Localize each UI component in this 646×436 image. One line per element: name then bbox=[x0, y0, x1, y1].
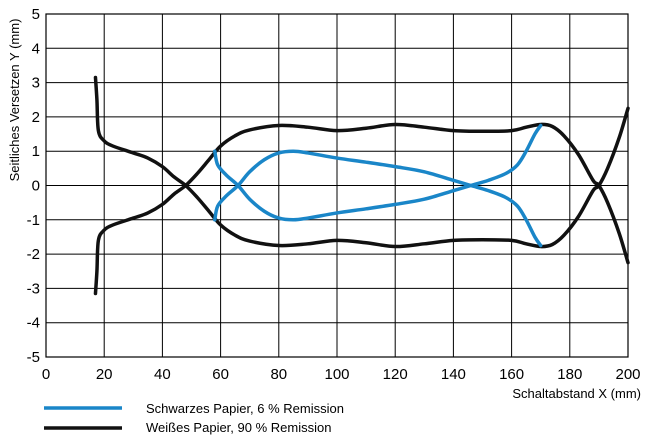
x-tick-label: 20 bbox=[96, 366, 113, 383]
x-tick-labels: 0 20 40 60 80 100 120 140 160 180 200 bbox=[42, 366, 641, 383]
grid bbox=[45, 13, 629, 358]
y-tick-label: 0 bbox=[32, 178, 40, 195]
series-line-weisses-papier-upper bbox=[93, 75, 630, 249]
x-tick-label: 140 bbox=[441, 366, 466, 383]
x-tick-label: 40 bbox=[154, 366, 171, 383]
series-line-schwarzes-papier-lower bbox=[213, 149, 543, 248]
x-tick-label: 60 bbox=[212, 366, 229, 383]
plot-frame bbox=[45, 13, 629, 358]
y-tick-label: 3 bbox=[32, 75, 40, 92]
x-tick-label: 180 bbox=[557, 366, 582, 383]
y-tick-label: -3 bbox=[27, 280, 40, 297]
x-tick-label: 0 bbox=[42, 366, 50, 383]
y-tick-label: 4 bbox=[32, 40, 40, 57]
y-tick-label: -2 bbox=[27, 246, 40, 263]
y-tick-label: -4 bbox=[27, 315, 40, 332]
y-tick-label: 2 bbox=[32, 109, 40, 126]
x-tick-label: 120 bbox=[383, 366, 408, 383]
series-layer bbox=[93, 75, 630, 296]
y-tick-labels: 5 4 3 2 1 0 -1 -2 -3 -4 -5 bbox=[27, 6, 40, 366]
legend: Schwarzes Papier, 6 % Remission Weißes P… bbox=[44, 401, 344, 435]
y-tick-label: -5 bbox=[27, 349, 40, 366]
x-tick-label: 200 bbox=[615, 366, 640, 383]
legend-label-weisses-papier: Weißes Papier, 90 % Remission bbox=[146, 420, 331, 435]
series-line-weisses-papier-lower bbox=[93, 122, 630, 296]
x-tick-label: 100 bbox=[324, 366, 349, 383]
y-axis-label: Seitliches Versetzen Y (mm) bbox=[7, 19, 22, 182]
legend-label-schwarzes-papier: Schwarzes Papier, 6 % Remission bbox=[146, 401, 344, 416]
x-tick-label: 160 bbox=[499, 366, 524, 383]
x-tick-label: 80 bbox=[270, 366, 287, 383]
x-axis-label: Schaltabstand X (mm) bbox=[512, 386, 641, 401]
y-tick-label: 5 bbox=[32, 6, 40, 23]
series-line-schwarzes-papier-upper bbox=[213, 123, 543, 222]
y-tick-label: 1 bbox=[32, 143, 40, 160]
y-tick-label: -1 bbox=[27, 212, 40, 229]
